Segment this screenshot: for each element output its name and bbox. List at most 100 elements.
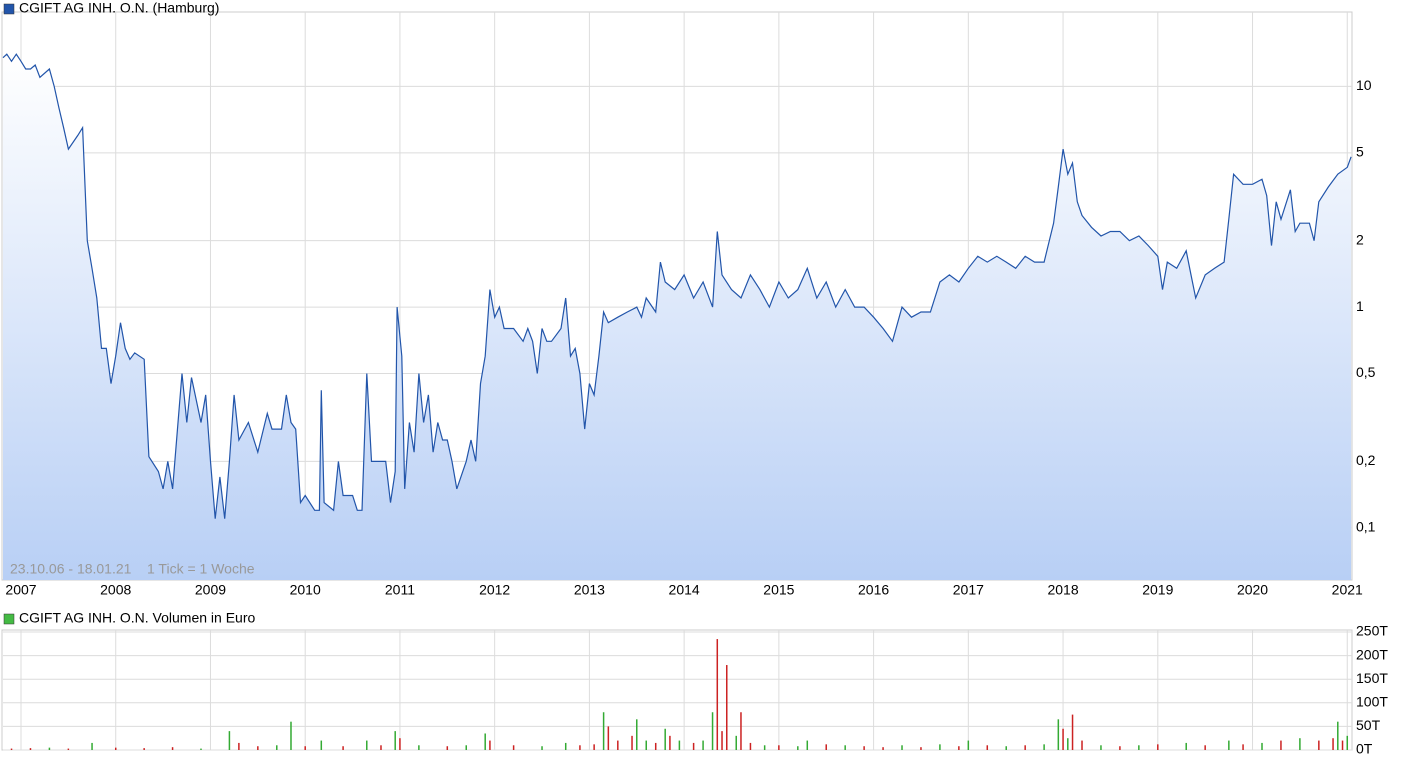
volume-bar xyxy=(617,740,619,750)
volume-bar xyxy=(939,744,941,750)
price-area xyxy=(3,54,1352,580)
x-tick-label: 2013 xyxy=(574,582,605,598)
range-annotation: 1 Tick = 1 Woche xyxy=(147,561,255,577)
volume-bar xyxy=(10,748,13,750)
y-tick-label: 2 xyxy=(1356,231,1364,247)
volume-bar xyxy=(228,731,231,750)
y-tick-label: 0,5 xyxy=(1356,364,1376,380)
y-tick-label: 10 xyxy=(1356,77,1372,93)
volume-bar xyxy=(749,742,752,750)
volume-bar xyxy=(967,740,970,750)
volume-bar xyxy=(257,746,259,750)
legend-swatch xyxy=(3,613,15,625)
volume-bar xyxy=(91,742,93,750)
volume-bar xyxy=(1071,714,1074,750)
y-tick-label: 0T xyxy=(1356,741,1373,757)
volume-bar xyxy=(446,746,449,750)
volume-bar xyxy=(797,746,799,750)
volume-bar xyxy=(304,746,306,750)
volume-bar xyxy=(692,742,695,750)
volume-bar xyxy=(541,746,543,750)
volume-bar xyxy=(844,745,846,750)
x-tick-label: 2009 xyxy=(195,582,226,598)
volume-bar xyxy=(1185,742,1187,750)
volume-bar xyxy=(721,731,723,750)
volume-bar xyxy=(512,745,515,750)
volume-bar xyxy=(564,742,567,750)
x-tick-label: 2019 xyxy=(1142,582,1173,598)
volume-bar xyxy=(920,747,922,750)
volume-bar xyxy=(716,639,719,750)
plot-frame xyxy=(1,629,1353,751)
volume-bar xyxy=(171,747,174,750)
legend-swatch xyxy=(3,3,15,15)
y-tick-label: 100T xyxy=(1356,694,1388,710)
volume-bar xyxy=(607,726,610,750)
volume-bar xyxy=(645,740,647,750)
x-tick-label: 2018 xyxy=(1047,582,1078,598)
volume-bar xyxy=(1204,745,1206,750)
volume-bar xyxy=(1062,728,1064,750)
x-tick-label: 2012 xyxy=(479,582,510,598)
volume-bar xyxy=(593,744,595,750)
volume-bar xyxy=(114,747,117,750)
volume-bar xyxy=(418,745,420,750)
volume-bar xyxy=(342,746,344,750)
x-tick-label: 2020 xyxy=(1237,582,1268,598)
volume-bar xyxy=(901,745,903,750)
volume-bar xyxy=(1043,744,1045,750)
volume-bar xyxy=(1119,746,1121,750)
x-tick-label: 2015 xyxy=(763,582,794,598)
volume-bar xyxy=(366,740,368,750)
volume-bar xyxy=(711,712,714,750)
volume-bar xyxy=(763,745,766,750)
x-tick-label: 2016 xyxy=(858,582,889,598)
range-annotation: 23.10.06 - 18.01.21 xyxy=(10,561,132,577)
volume-bar xyxy=(484,733,486,750)
volume-bar xyxy=(1005,746,1007,750)
volume-bar xyxy=(986,745,989,750)
volume-bar xyxy=(1337,721,1339,750)
volume-bar xyxy=(238,742,240,750)
volume-bar xyxy=(579,745,581,750)
volume-bar xyxy=(1057,719,1060,750)
volume-bar xyxy=(1346,735,1349,750)
volume-bar xyxy=(669,735,671,750)
volume-bar xyxy=(664,728,666,750)
volume-bar xyxy=(740,712,742,750)
volume-bar xyxy=(1299,738,1301,750)
x-tick-label: 2007 xyxy=(5,582,36,598)
volume-bar xyxy=(200,748,202,750)
y-tick-label: 0,2 xyxy=(1356,452,1376,468)
volume-bar xyxy=(678,740,681,750)
volume-bar xyxy=(1157,744,1159,750)
volume-bar xyxy=(1261,742,1263,750)
price-line xyxy=(2,53,1352,519)
x-tick-label: 2017 xyxy=(953,582,984,598)
volume-bar xyxy=(1280,740,1282,750)
volume-bar xyxy=(825,744,827,750)
volume-bar xyxy=(863,746,865,750)
volume-bar xyxy=(320,740,323,750)
volume-bar xyxy=(1242,744,1244,750)
x-tick-label: 2021 xyxy=(1332,582,1363,598)
volume-bar xyxy=(702,740,704,750)
volume-bar xyxy=(882,747,884,750)
volume-bar xyxy=(1081,740,1083,750)
volume-bar xyxy=(636,719,638,750)
volume-bar xyxy=(67,748,70,750)
x-tick-label: 2008 xyxy=(100,582,131,598)
y-tick-label: 50T xyxy=(1356,717,1381,733)
volume-bar xyxy=(399,738,401,750)
y-tick-label: 200T xyxy=(1356,646,1388,662)
volume-bar xyxy=(276,745,278,750)
volume-bar xyxy=(1318,740,1320,750)
volume-bar xyxy=(143,748,145,750)
volume-bar xyxy=(1024,745,1026,750)
volume-bar xyxy=(1100,745,1102,750)
volume-bar xyxy=(958,746,960,750)
volume-bar xyxy=(654,742,657,750)
x-tick-label: 2011 xyxy=(385,582,415,598)
volume-bar xyxy=(1332,738,1334,750)
